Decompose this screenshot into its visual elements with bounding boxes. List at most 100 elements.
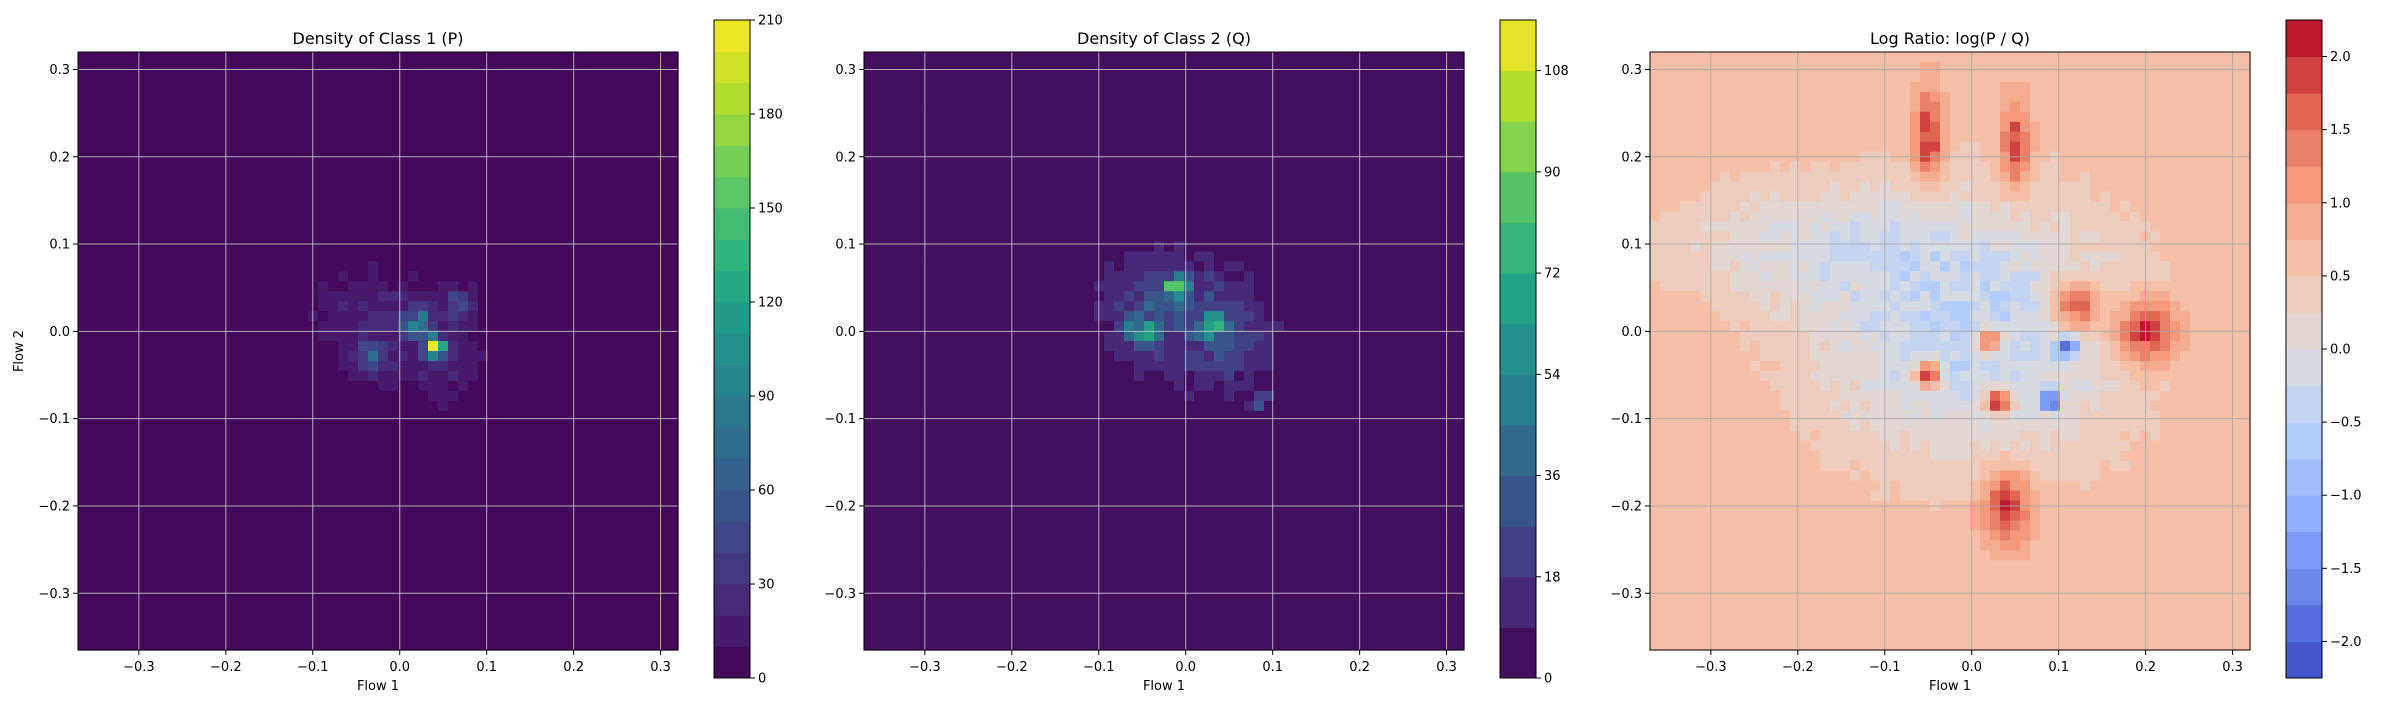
heatmap-cell <box>1064 371 1075 382</box>
heatmap-cell <box>1064 610 1075 621</box>
heatmap-cell <box>298 520 309 531</box>
heatmap-cell <box>638 211 649 222</box>
heatmap-cell <box>974 221 985 232</box>
heatmap-cell <box>598 560 609 571</box>
heatmap-cell <box>168 241 179 252</box>
heatmap-cell <box>228 431 239 442</box>
heatmap-cell <box>108 112 119 123</box>
heatmap-cell <box>934 112 945 123</box>
heatmap-cell <box>638 112 649 123</box>
heatmap-cell <box>608 441 619 452</box>
heatmap-cell <box>1044 291 1055 302</box>
heatmap-cell <box>78 550 89 561</box>
heatmap-cell <box>458 471 469 482</box>
heatmap-cell <box>488 481 499 492</box>
heatmap-cell <box>518 321 529 332</box>
heatmap-cell <box>984 231 995 242</box>
heatmap-cell <box>138 510 149 521</box>
heatmap-cell <box>1004 102 1015 113</box>
heatmap-cell <box>668 580 679 591</box>
heatmap-cell <box>1054 221 1065 232</box>
heatmap-cell <box>238 231 249 242</box>
heatmap-cell <box>218 520 229 531</box>
heatmap-cell <box>964 162 975 173</box>
heatmap-cell <box>528 122 539 133</box>
heatmap-cell <box>348 520 359 531</box>
heatmap-cell <box>358 52 369 63</box>
heatmap-cell <box>408 391 419 402</box>
heatmap-cell <box>1034 321 1045 332</box>
heatmap-cell <box>588 451 599 462</box>
heatmap-cell <box>598 471 609 482</box>
heatmap-cell <box>598 441 609 452</box>
heatmap-cell <box>914 461 925 472</box>
heatmap-cell <box>914 610 925 621</box>
heatmap-cell <box>528 132 539 143</box>
heatmap-cell <box>934 52 945 63</box>
heatmap-cell <box>984 560 995 571</box>
heatmap-cell <box>308 510 319 521</box>
heatmap-cell <box>138 620 149 631</box>
heatmap-cell <box>408 620 419 631</box>
heatmap-cell <box>418 112 429 123</box>
heatmap-cell <box>518 62 529 73</box>
heatmap-cell <box>378 172 389 183</box>
heatmap-cell <box>924 132 935 143</box>
heatmap-cell <box>1034 530 1045 541</box>
heatmap-cell <box>138 481 149 492</box>
heatmap-cell <box>638 92 649 103</box>
heatmap-cell <box>268 231 279 242</box>
heatmap-cell <box>924 221 935 232</box>
heatmap-cell <box>598 291 609 302</box>
heatmap-cell <box>1004 271 1015 282</box>
heatmap-cell <box>658 441 669 452</box>
heatmap-cell <box>178 411 189 422</box>
heatmap-cell <box>238 421 249 432</box>
heatmap-cell <box>1014 162 1025 173</box>
heatmap-cell <box>628 192 639 203</box>
heatmap-cell <box>458 122 469 133</box>
heatmap-cell <box>158 182 169 193</box>
heatmap-cell <box>954 580 965 591</box>
heatmap-cell <box>994 441 1005 452</box>
heatmap-cell <box>438 431 449 442</box>
heatmap-cell <box>88 550 99 561</box>
heatmap-cell <box>208 560 219 571</box>
heatmap-cell <box>358 182 369 193</box>
heatmap-cell <box>628 441 639 452</box>
heatmap-cell <box>628 610 639 621</box>
heatmap-cell <box>448 461 459 472</box>
heatmap-cell <box>668 301 679 312</box>
heatmap-cell <box>118 510 129 521</box>
heatmap-cell <box>964 431 975 442</box>
heatmap-cell <box>468 52 479 63</box>
heatmap-cell <box>894 600 905 611</box>
heatmap-cell <box>628 361 639 372</box>
heatmap-cell <box>904 530 915 541</box>
heatmap-cell <box>538 132 549 143</box>
colorbar-tick-label: 90 <box>758 390 775 405</box>
heatmap-cell <box>598 261 609 272</box>
heatmap-cell <box>368 441 379 452</box>
heatmap-cell <box>518 590 529 601</box>
heatmap-cell <box>538 431 549 442</box>
heatmap-cell <box>984 211 995 222</box>
heatmap-cell <box>98 92 109 103</box>
heatmap-cell <box>518 431 529 442</box>
heatmap-cell <box>548 381 559 392</box>
heatmap-cell <box>638 481 649 492</box>
heatmap-cell <box>528 211 539 222</box>
heatmap-cell <box>458 411 469 422</box>
heatmap-cell <box>954 301 965 312</box>
heatmap-cell <box>984 540 995 551</box>
heatmap-cell <box>984 311 995 322</box>
heatmap-cell <box>168 231 179 242</box>
heatmap-cell <box>1054 530 1065 541</box>
heatmap-cell <box>268 102 279 113</box>
heatmap-cell <box>864 371 875 382</box>
heatmap-cell <box>548 401 559 412</box>
heatmap-cell <box>864 550 875 561</box>
heatmap-cell <box>944 102 955 113</box>
heatmap-cell <box>518 102 529 113</box>
heatmap-cell <box>944 491 955 502</box>
